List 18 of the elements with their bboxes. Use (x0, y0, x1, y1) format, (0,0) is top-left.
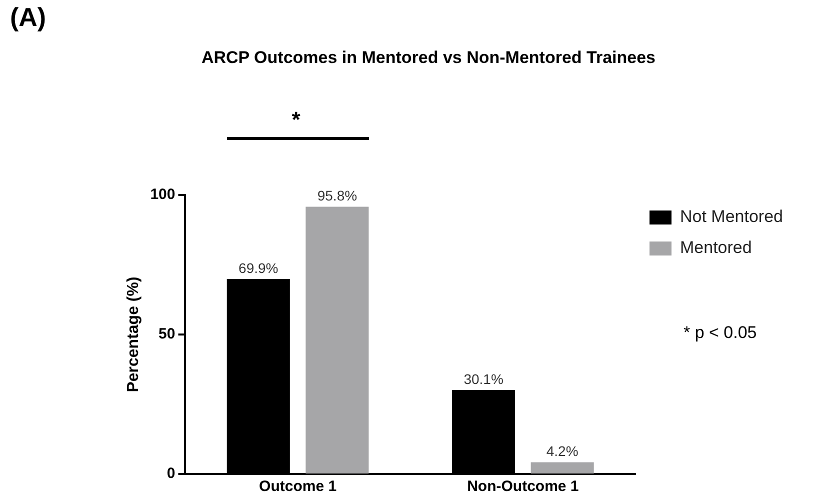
text: * (292, 107, 300, 133)
legend-label: Not Mentored (680, 207, 784, 226)
legend-label: Mentored (680, 238, 752, 258)
y-tick-label: 0 (166, 465, 176, 482)
x-tick-label: Non-Outcome 1 (467, 478, 579, 496)
text: (A) (10, 2, 46, 33)
data-label: 69.9% (238, 260, 278, 276)
data-label: 95.8% (317, 188, 358, 204)
data-label: 30.1% (464, 370, 504, 387)
chart-title: ARCP Outcomes in Mentored vs Non-Mentored Trainees (200, 48, 657, 68)
y-tick-label: 100 (150, 186, 176, 204)
y-axis-title: Percentage (%) (125, 276, 142, 392)
bar (306, 206, 369, 474)
y-tick-label: 50 (158, 326, 176, 343)
data-label: 4.2% (546, 443, 578, 460)
text: * p < 0.05 (684, 323, 757, 343)
x-tick-label: Outcome 1 (259, 478, 337, 496)
bar (530, 462, 594, 474)
